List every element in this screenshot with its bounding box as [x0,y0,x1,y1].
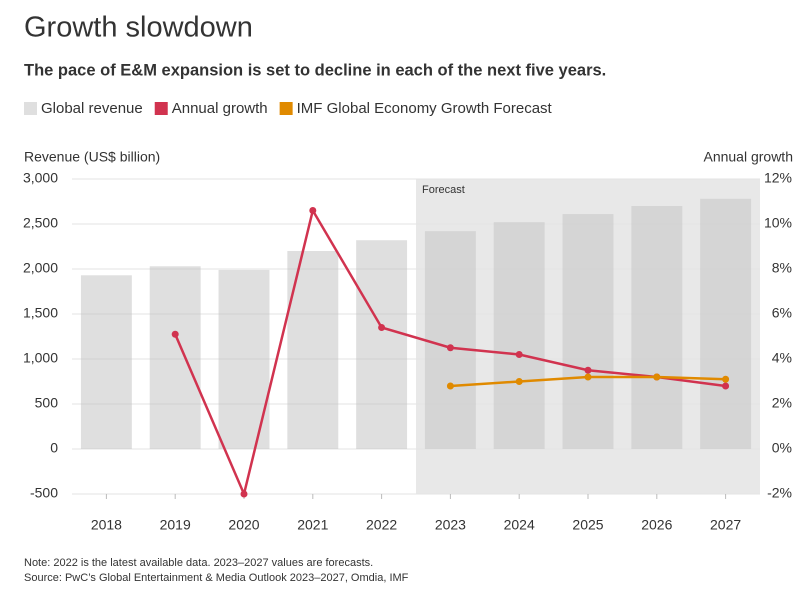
x-tick-label: 2024 [504,517,535,533]
y2-tick-label: 8% [772,260,792,276]
point [722,375,730,383]
legend-label: Annual growth [172,100,268,117]
x-tick-label: 2022 [366,517,397,533]
y-tick-label: 1,000 [23,350,58,366]
x-tick-label: 2026 [641,517,672,533]
bar [356,240,408,449]
point [584,373,592,381]
legend-swatch [24,102,37,115]
bar [424,231,476,449]
source: Source: PwC’s Global Entertainment & Med… [24,572,409,584]
note: Note: 2022 is the latest available data.… [24,557,373,569]
point [653,373,661,381]
y-tick-label: 0 [50,440,58,456]
y-tick-label: 1,500 [23,305,58,321]
legend-label: IMF Global Economy Growth Forecast [297,100,553,117]
y-tick-label: 2,000 [23,260,58,276]
bar [149,266,201,449]
y-tick-label: -500 [30,485,58,501]
point [446,344,454,352]
x-tick-label: 2023 [435,517,466,533]
point [515,378,523,385]
y2-tick-label: 4% [772,350,792,366]
bar [700,198,752,449]
x-tick-label: 2019 [160,517,191,533]
y-tick-label: 3,000 [23,170,58,186]
bar [493,222,545,449]
legend-swatch [279,102,293,115]
legend-swatch [154,102,168,115]
chart-subtitle: The pace of E&M expansion is set to decl… [24,61,606,79]
point [171,330,179,338]
point [240,490,248,498]
legend-label: Global revenue [41,100,143,117]
x-tick-label: 2027 [710,517,741,533]
point [584,366,592,374]
y2-tick-label: -2% [767,485,792,501]
point [446,382,454,390]
point [378,324,386,331]
y2-tick-label: 0% [772,440,792,456]
y2-tick-label: 10% [764,215,792,231]
chart-title: Growth slowdown [24,12,253,44]
y-tick-label: 2,500 [23,215,58,231]
point [515,351,523,358]
y2-tick-label: 2% [772,395,792,411]
bar [80,275,132,449]
y-tick-label: 500 [35,395,59,411]
bar [631,206,683,449]
x-tick-label: 2018 [91,517,122,533]
x-tick-label: 2025 [572,517,603,533]
point [309,207,317,214]
bar [562,214,614,449]
x-tick-label: 2020 [228,517,259,533]
x-tick-label: 2021 [297,517,328,533]
y2-tick-label: 12% [764,170,792,186]
y2-axis-title: Annual growth [703,149,793,165]
y2-tick-label: 6% [772,305,792,321]
point [722,382,730,390]
forecast-label: Forecast [422,184,465,196]
y-axis-title: Revenue (US$ billion) [24,149,160,165]
